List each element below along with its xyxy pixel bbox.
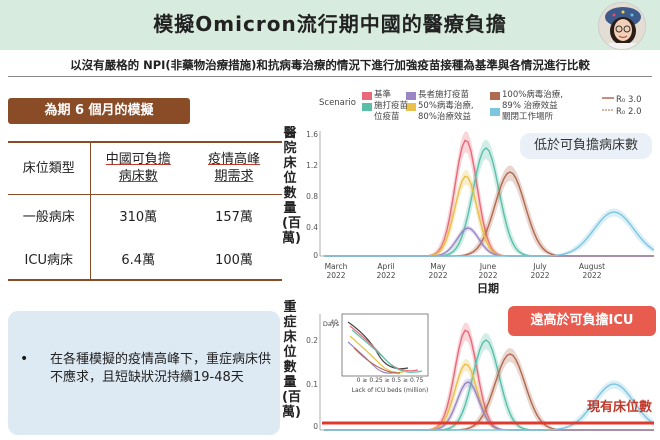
x-tick-month: June 2022 [468, 262, 508, 280]
top-ytick: 0.4 [306, 223, 318, 232]
top-closure-curve [324, 211, 655, 257]
bottom-closure-band [324, 380, 654, 430]
col-header-capacity: 中國可負擔 病床數 [90, 142, 186, 195]
bullet-icon: • [20, 351, 29, 367]
x-tick-month: May 2022 [418, 262, 458, 280]
cell-bed-type: 一般病床 [8, 194, 91, 237]
x-tick-month: July 2022 [520, 262, 560, 280]
x-tick-month: April 2022 [366, 262, 406, 280]
col-header-peak-line1: 疫情高峰 [207, 152, 260, 168]
x-tick-month-name: June [479, 262, 497, 271]
top-elder-band [324, 225, 654, 256]
summary-note-text: 在各種模擬的疫情高峰下，重症病床供不應求，且短缺狀況持續19-48天 [50, 352, 272, 385]
inset-xticks: 0 ≥ 0.25 ≥ 0.5 ≥ 0.75 [342, 376, 438, 385]
legend-100-line2: 89% 治療效益 [502, 101, 558, 111]
legend-closure: 關閉工作場所 [502, 112, 554, 122]
cell-peak: 157萬 [215, 210, 253, 226]
inset-curves [347, 321, 423, 374]
inset-xtick: ≥ 0.5 [384, 377, 402, 384]
cell-peak: 100萬 [215, 252, 253, 268]
legend-scenario-label: Scenario [319, 98, 356, 108]
legend-swatch-vaccine [362, 103, 372, 111]
cell-capacity: 6.4萬 [121, 252, 156, 268]
legend-swatches [362, 92, 614, 116]
col-header-peak-line2: 期需求 [214, 169, 254, 185]
col-header-capacity-line2: 病床數 [118, 169, 158, 185]
x-tick-month-name: May [430, 262, 446, 271]
legend-100-line1: 100%病毒治療, [502, 90, 564, 100]
x-tick-year: 2022 [478, 271, 498, 280]
legend-50-line2: 80%治療效益 [418, 112, 471, 122]
x-tick-year: 2022 [530, 271, 550, 280]
table-row: ICU病床 6.4萬 100萬 [8, 237, 282, 280]
x-tick-year: 2022 [582, 271, 602, 280]
slide-subtitle: 以沒有嚴格的 NPI(非藥物治療措施)和抗病毒治療的情況下進行加強疫苗接種為基準… [70, 58, 590, 72]
top-ytick: 1.2 [306, 161, 318, 170]
simulation-period-badge: 為期 6 個月的模擬 [8, 98, 190, 124]
top-ytick: 0 [313, 251, 318, 260]
legend-swatch-closure [490, 108, 500, 116]
x-tick-year: 2022 [376, 271, 396, 280]
cell-capacity: 310萬 [119, 210, 158, 226]
legend-r2: R₀ 2.0 [616, 107, 642, 117]
x-tick-month: August 2022 [572, 262, 612, 280]
slide-title: 模擬Omicron流行期中國的醫療負擔 [153, 12, 507, 36]
legend-elder: 長者施打疫苗 [418, 90, 470, 100]
callout-existing-beds: 現有床位數 [586, 400, 652, 415]
subtitle-divider [8, 76, 652, 77]
bottom-y-axis-label: 重症床位數量(百萬) [282, 300, 301, 420]
bed-capacity-table: 床位類型 中國可負擔 病床數 疫情高峰 期需求 一般病床 310萬 157萬 I… [8, 141, 282, 281]
legend-r3: R₀ 3.0 [616, 95, 642, 105]
col-header-capacity-line1: 中國可負擔 [105, 152, 171, 168]
legend-vaccine-line2: 位疫苗 [374, 112, 400, 122]
presenter-avatar [598, 2, 646, 50]
bottom-ytick: 0.2 [306, 336, 318, 345]
top-y-axis-label: 醫院床位數量(百萬) [282, 126, 301, 246]
x-tick-month-name: August [578, 262, 606, 271]
callout-exceeds-icu: 遠高於可負擔ICU [508, 306, 656, 336]
legend-swatch-baseline [362, 92, 372, 100]
top-chart-curves [324, 131, 655, 257]
legend-swatch-elder [406, 92, 416, 100]
col-header-bed-type: 床位類型 [8, 142, 91, 195]
summary-note-box: • 在各種模擬的疫情高峰下，重症病床供不應求，且短缺狀況持續19-48天 [8, 311, 280, 435]
legend-swatch-100 [490, 92, 500, 100]
cell-bed-type: ICU病床 [8, 237, 91, 280]
col-header-peak-demand: 疫情高峰 期需求 [186, 142, 282, 195]
top-closure-band [324, 208, 654, 256]
table-header-row: 床位類型 中國可負擔 病床數 疫情高峰 期需求 [8, 142, 282, 195]
x-axis-label: 日期 [477, 282, 499, 295]
x-tick-month-name: July [533, 262, 547, 271]
legend-baseline: 基準 [374, 90, 392, 100]
legend-swatch-50 [406, 103, 416, 111]
bottom-elder-band [324, 378, 654, 430]
x-tick-month-name: March [324, 262, 348, 271]
bottom-closure-curve [324, 383, 655, 431]
inset-xtick: ≥ 0.25 [362, 377, 383, 384]
bottom-ytick: 0.1 [306, 380, 318, 389]
x-tick-month-name: April [377, 262, 395, 271]
inset-ytick: 40 [330, 319, 338, 326]
bottom-ytick: 0 [313, 422, 318, 431]
legend-vaccine: 施打疫苗 [374, 101, 409, 111]
inset-xlabel: Lack of ICU beds (million) [351, 387, 429, 394]
x-tick-month: March 2022 [316, 262, 356, 280]
inset-chart-frame [341, 313, 429, 377]
inset-ylabel: Days [322, 320, 340, 328]
inset-xtick: ≥ 0.75 [403, 377, 424, 384]
table-row: 一般病床 310萬 157萬 [8, 194, 282, 237]
top-ytick: 1.6 [306, 130, 318, 139]
avatar-image [599, 3, 645, 49]
inset-xtick: 0 [356, 377, 361, 384]
epidemic-curve-figure [319, 131, 655, 431]
title-bar [0, 0, 660, 50]
callout-below-capacity: 低於可負擔病床數 [520, 133, 652, 159]
legend-50-line1: 50%病毒治療, [418, 101, 474, 111]
top-ytick: 0.8 [306, 192, 318, 201]
x-tick-year: 2022 [428, 271, 448, 280]
x-tick-year: 2022 [326, 271, 346, 280]
